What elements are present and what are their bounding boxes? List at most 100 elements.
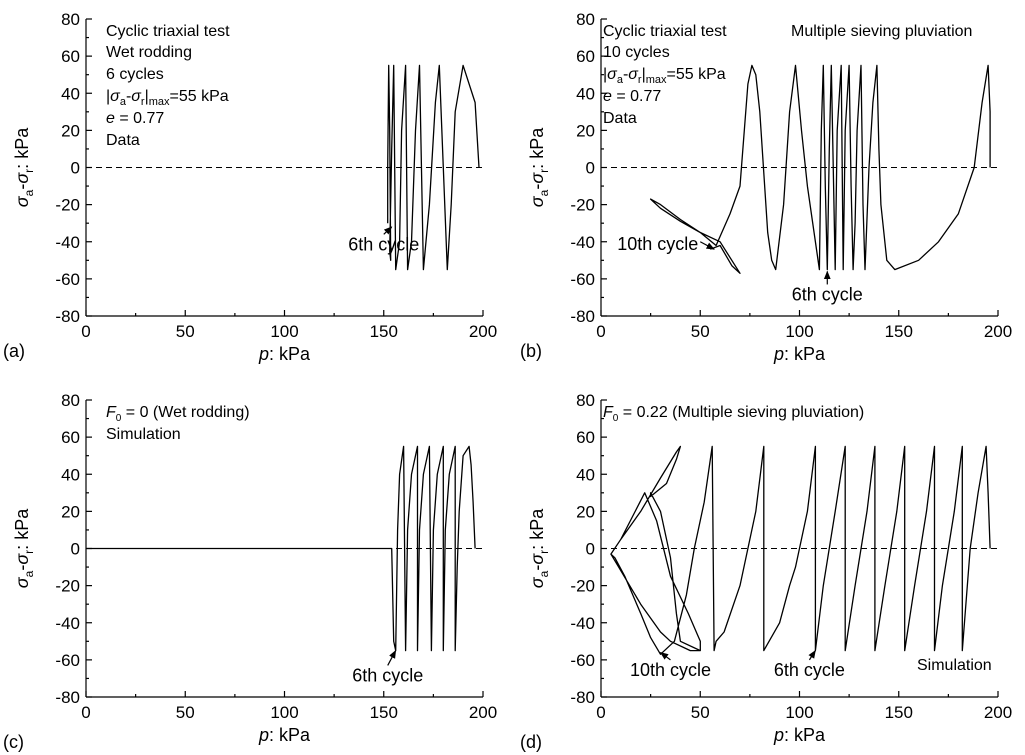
panel-letter: (a): [3, 341, 25, 361]
cycles-label: 10 cycles: [603, 44, 670, 61]
panel-letter: (b): [520, 341, 542, 361]
y-axis-label: σa-σr: kPa: [12, 127, 36, 207]
sixth-cycle-callout: 6th cycle: [352, 665, 423, 685]
panel-letter: (d): [520, 732, 542, 752]
sixth-cycle-callout-arrow: [808, 649, 816, 661]
y-tick-label: 80: [61, 10, 80, 29]
sixth-cycle-callout-arrow: [387, 649, 397, 666]
y-tick-label: 60: [61, 47, 80, 66]
method-label: Wet rodding: [106, 44, 192, 61]
y-tick-label: -40: [55, 233, 80, 252]
test-type-label: Cyclic triaxial test: [106, 23, 230, 40]
y-tick-label: 60: [576, 47, 595, 66]
y-tick-label: 40: [576, 465, 595, 484]
x-tick-label: 100: [785, 322, 813, 341]
void-ratio-label: e = 0.77: [603, 88, 661, 105]
tenth-cycle-callout-arrow: [699, 241, 715, 250]
source-label: Data: [106, 132, 140, 149]
y-tick-label: 20: [576, 121, 595, 140]
y-tick-label: 0: [71, 540, 80, 559]
y-tick-label: -80: [570, 688, 595, 707]
x-axis-label: p: kPa: [773, 725, 826, 745]
y-tick-label: 60: [61, 428, 80, 447]
y-tick-label: -80: [55, 688, 80, 707]
y-tick-label: 0: [586, 540, 595, 559]
x-tick-label: 150: [370, 322, 398, 341]
cycles-label: 6 cycles: [106, 66, 164, 83]
x-axis-label: p: kPa: [258, 725, 311, 745]
y-tick-label: -40: [570, 233, 595, 252]
y-tick-label: 80: [61, 391, 80, 410]
x-axis-label: p: kPa: [773, 344, 826, 364]
amplitude-label: |σa-σr|max=55 kPa: [106, 88, 229, 108]
x-tick-label: 50: [691, 322, 710, 341]
x-tick-label: 50: [176, 703, 195, 722]
source-label: Simulation: [917, 657, 992, 674]
y-tick-label: 20: [61, 502, 80, 521]
x-axis-label: p: kPa: [258, 344, 311, 364]
y-tick-label: 60: [576, 428, 595, 447]
parameter-label: F0 = 0.22 (Multiple sieving pluviation): [603, 404, 864, 424]
y-tick-label: 80: [576, 10, 595, 29]
x-tick-label: 150: [370, 703, 398, 722]
y-tick-label: -40: [570, 614, 595, 633]
x-tick-label: 0: [596, 322, 605, 341]
y-tick-label: 40: [61, 465, 80, 484]
y-tick-label: 0: [71, 159, 80, 178]
x-tick-label: 0: [81, 322, 90, 341]
x-tick-label: 50: [691, 703, 710, 722]
y-tick-label: -60: [570, 651, 595, 670]
y-tick-label: -20: [55, 577, 80, 596]
y-tick-label: 40: [576, 84, 595, 103]
x-tick-label: 50: [176, 322, 195, 341]
stress-path-trace: [649, 64, 991, 274]
stress-path-trace: [86, 445, 476, 652]
y-tick-label: 20: [61, 121, 80, 140]
sixth-cycle-callout: 6th cycle: [348, 234, 419, 254]
x-tick-label: 0: [596, 703, 605, 722]
y-tick-label: -20: [55, 196, 80, 215]
x-tick-label: 100: [270, 703, 298, 722]
x-tick-label: 200: [469, 703, 497, 722]
void-ratio-label: e = 0.77: [106, 110, 164, 127]
y-tick-label: -20: [570, 577, 595, 596]
test-type-label: Cyclic triaxial test: [603, 23, 727, 40]
tenth-cycle-callout-arrow: [659, 651, 671, 661]
y-tick-label: 20: [576, 502, 595, 521]
amplitude-label: |σa-σr|max=55 kPa: [603, 66, 726, 86]
y-tick-label: 0: [586, 159, 595, 178]
y-axis-label: σa-σr: kPa: [527, 127, 551, 207]
y-tick-label: 80: [576, 391, 595, 410]
y-tick-label: -80: [55, 307, 80, 326]
stress-path-trace: [387, 64, 480, 271]
x-tick-label: 0: [81, 703, 90, 722]
parameter-label: F0 = 0 (Wet rodding): [106, 404, 250, 424]
x-tick-label: 200: [984, 322, 1012, 341]
y-tick-label: -40: [55, 614, 80, 633]
y-tick-label: -20: [570, 196, 595, 215]
y-tick-label: 40: [61, 84, 80, 103]
source-label: Simulation: [106, 426, 181, 443]
y-tick-label: -60: [570, 270, 595, 289]
y-tick-label: -60: [55, 651, 80, 670]
source-label: Data: [603, 110, 637, 127]
sixth-cycle-callout-arrow: [383, 226, 393, 235]
x-tick-label: 100: [270, 322, 298, 341]
x-tick-label: 200: [469, 322, 497, 341]
x-tick-label: 150: [885, 703, 913, 722]
stress-path-trace: [610, 445, 991, 655]
tenth-cycle-callout: 10th cycle: [617, 234, 698, 254]
y-tick-label: -80: [570, 307, 595, 326]
sixth-cycle-callout: 6th cycle: [792, 284, 863, 304]
y-axis-label: σa-σr: kPa: [12, 508, 36, 588]
x-tick-label: 200: [984, 703, 1012, 722]
method-label: Multiple sieving pluviation: [791, 23, 972, 40]
y-axis-label: σa-σr: kPa: [527, 508, 551, 588]
sixth-cycle-callout: 6th cycle: [774, 660, 845, 680]
tenth-cycle-callout: 10th cycle: [630, 660, 711, 680]
